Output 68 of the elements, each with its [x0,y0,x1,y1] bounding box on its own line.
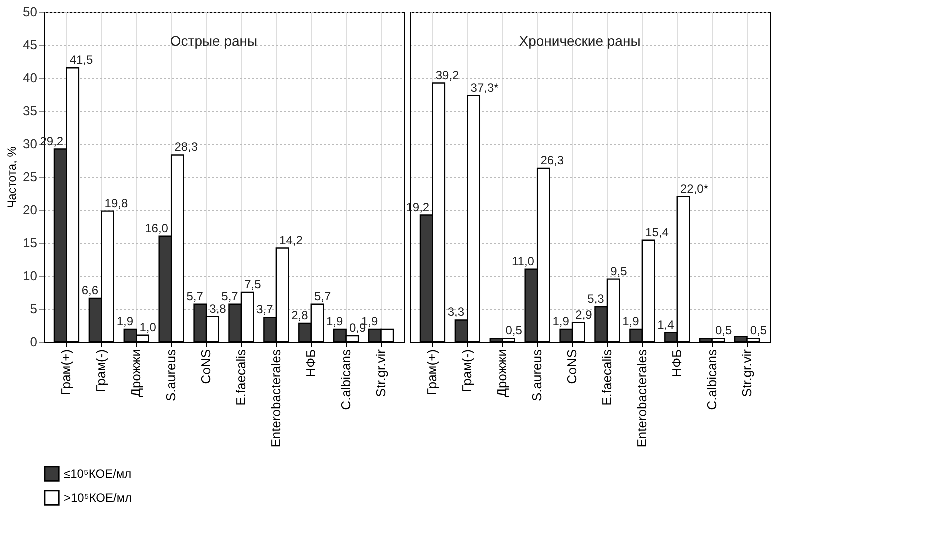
data-label: 22,0* [680,182,709,196]
y-tick-label: 15 [23,236,38,250]
x-tick-label: S.aureus [164,349,179,402]
text: Хронические раны [519,33,641,49]
x-tick-label: НФБ [669,350,684,378]
data-label: 2,9 [576,308,593,322]
data-label: 14,2 [280,233,304,248]
data-label: 9,5 [610,264,628,278]
data-label: 3,8 [210,302,227,316]
y-tick-label: 10 [23,268,38,284]
x-tick-label: НФБ [303,350,318,378]
x-tick-label: Грам(+) [424,350,440,396]
y-tick-label: 5 [30,302,38,316]
x-tick-label: Грам(-) [94,350,109,392]
data-label: 5,3 [588,292,605,306]
y-tick-label: 0 [30,334,38,350]
data-label: 0,5 [506,324,523,338]
y-tick-label: 20 [23,202,38,218]
data-label: 0,5 [715,324,732,338]
data-label: 11,0 [512,254,535,268]
data-label: 1,9 [326,314,344,328]
data-label: 1,9 [622,314,640,328]
data-label: 0,5 [750,324,768,338]
x-tick-label: CoNS [198,349,214,384]
data-label: 19,8 [104,196,128,210]
data-label: 5,7 [186,289,204,304]
y-tick-label: 25 [23,170,38,184]
data-label: 1,0 [140,320,157,334]
data-label: 1,9 [552,314,570,328]
x-tick-label: Enterobacterales [268,349,284,448]
data-label: 41,5 [70,53,94,68]
x-tick-label: S.aureus [530,349,545,402]
data-label: 5,7 [314,289,332,304]
data-label: 5,7 [222,289,239,304]
y-tick-label: 50 [23,4,38,20]
x-tick-label: Грам(-) [460,350,475,392]
x-tick-label: C.albicans [704,349,720,410]
data-label: 1,4 [658,318,675,332]
data-label: 7,5 [244,278,262,292]
y-axis-title: Частота, % [5,146,20,208]
data-label: 3,3 [448,305,465,320]
legend-label: ≤10⁵КОЕ/мл [64,467,132,481]
x-tick-label: Enterobacterales [634,349,650,448]
data-label: 26,3 [540,153,564,168]
x-tick-label: C.albicans [338,349,354,410]
x-tick-label: CoNS [564,349,580,384]
data-label: 37,3* [470,80,500,95]
x-tick-label: Дрожжи [494,350,510,398]
data-label: 6,6 [82,283,99,298]
data-label: 28,3 [174,140,198,154]
text: Острые раны [170,33,258,49]
x-tick-label: Грам(+) [58,350,74,396]
x-tick-label: Str.gr.vir [373,348,388,398]
data-label: 1,9 [116,314,134,328]
legend-label: >10⁵КОЕ/мл [64,491,132,505]
x-tick-label: E.faecalis [233,349,248,406]
x-tick-label: E.faecalis [599,349,614,406]
x-tick-label: Str.gr.vir [739,348,754,398]
y-tick-label: 35 [23,104,38,118]
x-tick-label: Дрожжи [128,350,144,398]
y-tick-label: 45 [23,38,38,52]
data-label: 39,2 [436,68,460,82]
y-tick-label: 40 [23,70,38,86]
data-label: 2,8 [292,308,309,323]
data-label: 3,7 [256,302,274,317]
y-tick-label: 30 [23,136,38,152]
data-label: 16,0 [145,221,169,236]
data-label: 15,4 [646,225,670,240]
